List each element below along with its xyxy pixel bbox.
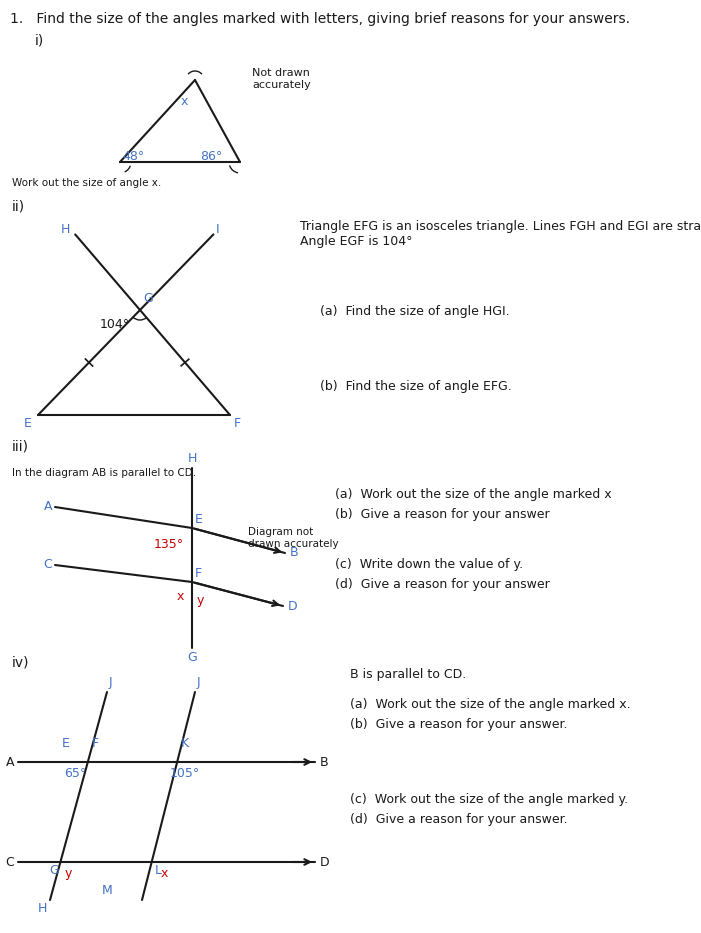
Text: (a)  Work out the size of the angle marked x.: (a) Work out the size of the angle marke… bbox=[350, 698, 631, 711]
Text: H: H bbox=[38, 902, 47, 915]
Text: A: A bbox=[6, 756, 14, 769]
Text: x: x bbox=[177, 590, 184, 603]
Text: (d)  Give a reason for your answer.: (d) Give a reason for your answer. bbox=[350, 813, 568, 826]
Text: E: E bbox=[62, 737, 70, 750]
Text: G: G bbox=[143, 292, 153, 305]
Text: iv): iv) bbox=[12, 655, 29, 669]
Text: F: F bbox=[92, 737, 99, 750]
Text: In the diagram AB is parallel to CD.: In the diagram AB is parallel to CD. bbox=[12, 468, 196, 478]
Text: D: D bbox=[320, 856, 329, 869]
Text: ii): ii) bbox=[12, 200, 25, 214]
Text: (d)  Give a reason for your answer: (d) Give a reason for your answer bbox=[335, 578, 550, 591]
Text: (c)  Write down the value of y.: (c) Write down the value of y. bbox=[335, 558, 523, 571]
Text: G: G bbox=[187, 651, 197, 664]
Text: iii): iii) bbox=[12, 440, 29, 454]
Text: Not drawn
accurately: Not drawn accurately bbox=[252, 68, 311, 90]
Text: x: x bbox=[161, 867, 168, 880]
Text: (b)  Give a reason for your answer: (b) Give a reason for your answer bbox=[335, 508, 550, 521]
Text: (a)  Find the size of angle HGI.: (a) Find the size of angle HGI. bbox=[320, 305, 510, 318]
Text: C: C bbox=[43, 559, 52, 572]
Text: C: C bbox=[5, 856, 14, 869]
Text: B: B bbox=[290, 547, 299, 560]
Text: 48°: 48° bbox=[122, 150, 144, 163]
Text: A: A bbox=[43, 500, 52, 513]
Text: 1.   Find the size of the angles marked with letters, giving brief reasons for y: 1. Find the size of the angles marked wi… bbox=[10, 12, 630, 26]
Text: y: y bbox=[65, 867, 72, 880]
Text: (a)  Work out the size of the angle marked x: (a) Work out the size of the angle marke… bbox=[335, 488, 612, 501]
Text: (b)  Give a reason for your answer.: (b) Give a reason for your answer. bbox=[350, 718, 568, 731]
Text: Work out the size of angle x.: Work out the size of angle x. bbox=[12, 178, 161, 188]
Text: M: M bbox=[102, 884, 113, 897]
Text: 65°: 65° bbox=[64, 767, 86, 780]
Text: J: J bbox=[197, 676, 200, 689]
Text: Diagram not
drawn accurately: Diagram not drawn accurately bbox=[248, 527, 339, 549]
Text: H: H bbox=[187, 452, 197, 465]
Text: y: y bbox=[197, 594, 205, 607]
Text: H: H bbox=[61, 223, 70, 236]
Text: i): i) bbox=[35, 33, 44, 47]
Text: E: E bbox=[195, 513, 203, 526]
Text: J: J bbox=[109, 676, 113, 689]
Text: E: E bbox=[24, 417, 32, 430]
Text: L: L bbox=[155, 864, 162, 877]
Text: 135°: 135° bbox=[154, 538, 184, 551]
Text: 86°: 86° bbox=[200, 150, 222, 163]
Text: (b)  Find the size of angle EFG.: (b) Find the size of angle EFG. bbox=[320, 380, 512, 393]
Text: 105°: 105° bbox=[170, 767, 200, 780]
Text: D: D bbox=[288, 600, 298, 612]
Text: I: I bbox=[215, 223, 219, 236]
Text: F: F bbox=[195, 567, 202, 580]
Text: K: K bbox=[181, 737, 189, 750]
Text: 104°: 104° bbox=[100, 318, 130, 331]
Text: Triangle EFG is an isosceles triangle. Lines FGH and EGI are straight lines.
Ang: Triangle EFG is an isosceles triangle. L… bbox=[300, 220, 701, 248]
Text: F: F bbox=[234, 417, 241, 430]
Text: (c)  Work out the size of the angle marked y.: (c) Work out the size of the angle marke… bbox=[350, 793, 628, 806]
Text: B: B bbox=[320, 756, 329, 769]
Text: x: x bbox=[180, 95, 188, 108]
Text: G: G bbox=[49, 864, 59, 877]
Text: B is parallel to CD.: B is parallel to CD. bbox=[350, 668, 466, 681]
